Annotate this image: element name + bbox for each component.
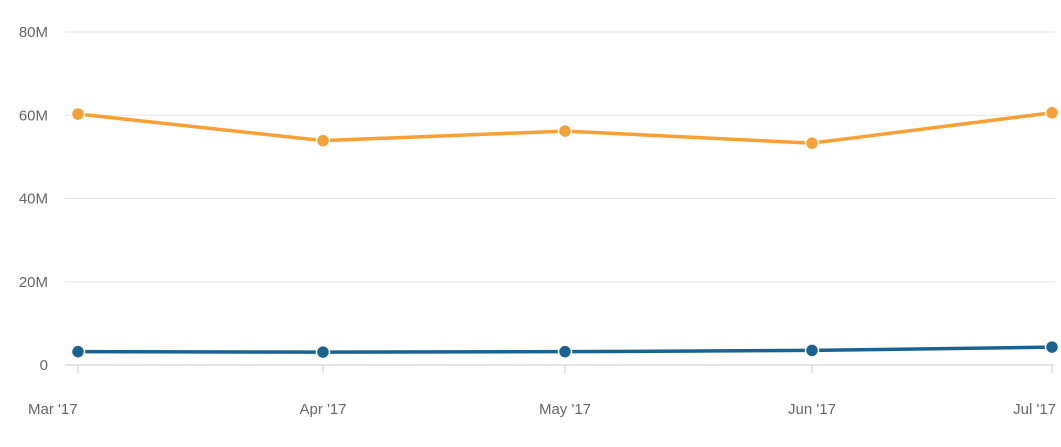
data-point[interactable] xyxy=(1044,339,1060,355)
y-tick-label: 60M xyxy=(19,107,48,124)
data-point[interactable] xyxy=(557,344,573,359)
data-point[interactable] xyxy=(804,343,820,358)
data-point[interactable] xyxy=(315,133,331,148)
data-point[interactable] xyxy=(70,344,86,359)
x-tick-label: Jun '17 xyxy=(788,401,836,418)
data-point[interactable] xyxy=(315,344,331,360)
y-tick-label: 20M xyxy=(19,274,48,291)
x-tick-label: Jul '17 xyxy=(1013,401,1056,418)
x-tick-label: Mar '17 xyxy=(28,401,78,418)
x-axis: Mar '17 Apr '17 May '17 Jun '17 Jul '17 xyxy=(28,364,1056,418)
data-point[interactable] xyxy=(70,106,86,122)
data-point[interactable] xyxy=(1044,105,1060,121)
series-group xyxy=(70,105,1060,360)
x-tick-label: May '17 xyxy=(539,401,591,418)
data-point[interactable] xyxy=(804,135,820,151)
y-tick-label: 40M xyxy=(19,191,48,208)
y-tick-label: 80M xyxy=(19,24,48,41)
x-tick-label: Apr '17 xyxy=(299,401,346,418)
grid xyxy=(65,31,1055,283)
y-axis: 0 20M 40M 60M 80M xyxy=(19,24,48,374)
y-tick-label: 0 xyxy=(40,357,48,374)
data-point[interactable] xyxy=(557,123,573,139)
